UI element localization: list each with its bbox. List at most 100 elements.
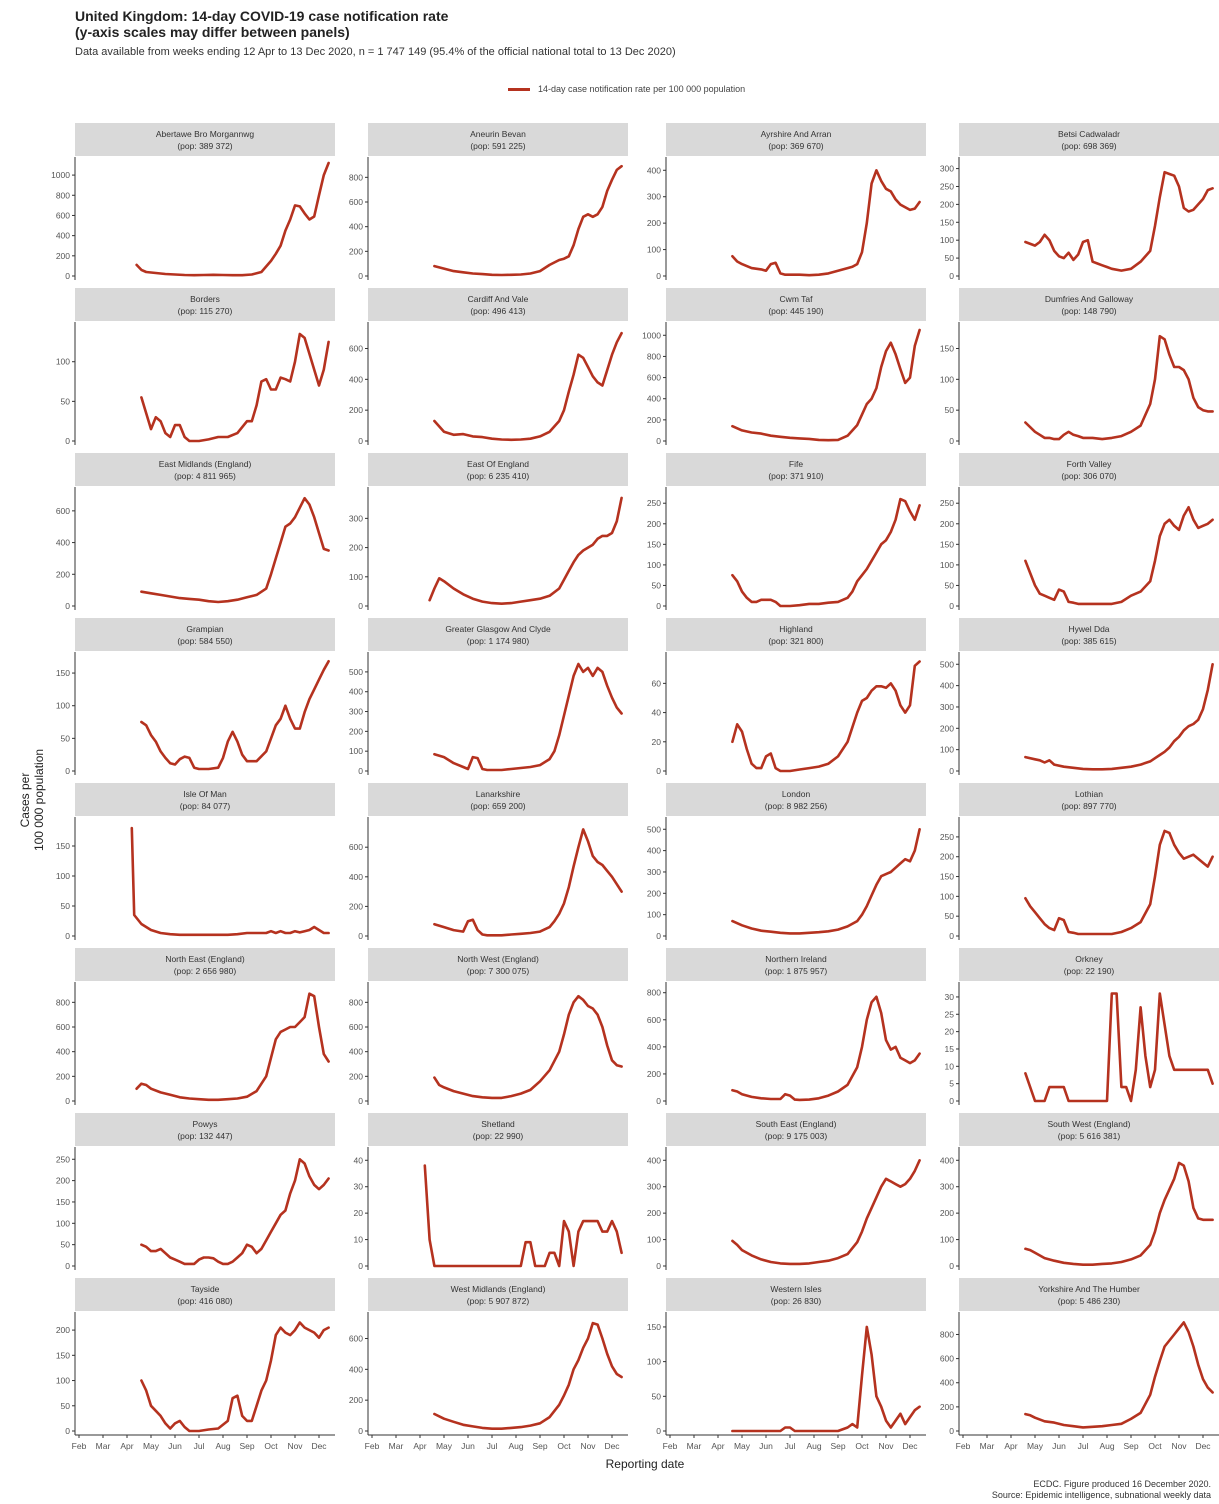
- caption-line2: Source: Epidemic intelligence, subnation…: [991, 1490, 1211, 1500]
- panel-18-strip-pop: (pop: 659 200): [470, 801, 525, 811]
- panel-25-y-tick-label-0: 0: [65, 1261, 70, 1271]
- panel-23-y-tick-label-2: 400: [647, 1042, 661, 1052]
- panel-30-strip-name: West Midlands (England): [451, 1284, 546, 1294]
- panel-32-x-tick-label-6: Aug: [1099, 1441, 1114, 1451]
- panel-7-y-tick-label-1: 200: [647, 415, 661, 425]
- panel-16-y-tick-label-2: 200: [940, 723, 954, 733]
- panel-22-series-line: [433, 994, 623, 1100]
- panel-22-y-tick-label-2: 400: [349, 1047, 363, 1057]
- panel-32-strip-name: Yorkshire And The Humber: [1038, 1284, 1140, 1294]
- panel-16-y-tick-label-5: 500: [940, 659, 954, 669]
- panel-14-strip-pop: (pop: 1 174 980): [467, 636, 530, 646]
- panel-23-y-tick-label-1: 200: [647, 1069, 661, 1079]
- panel-19-y-tick-label-1: 100: [647, 910, 661, 920]
- panel-26-strip: [368, 1113, 628, 1146]
- panel-29-y-tick-label-1: 50: [61, 1401, 71, 1411]
- panel-16-y-tick-label-3: 300: [940, 702, 954, 712]
- panel-18-y-tick-label-0: 0: [358, 931, 363, 941]
- panel-3-strip-pop: (pop: 369 670): [768, 141, 823, 151]
- panel-19-strip-pop: (pop: 8 982 256): [765, 801, 828, 811]
- panel-31-x-tick-label-7: Sep: [830, 1441, 845, 1451]
- panel-21-y-tick-label-0: 0: [65, 1096, 70, 1106]
- panel-27-strip: [666, 1113, 926, 1146]
- panel-30-x-tick-label-6: Aug: [508, 1441, 523, 1451]
- panel-14-strip-name: Greater Glasgow And Clyde: [445, 624, 551, 634]
- panel-8-y-tick-label-2: 100: [940, 374, 954, 384]
- panel-2-y-tick-label-2: 400: [349, 222, 363, 232]
- panel-14-y-tick-label-5: 500: [349, 667, 363, 677]
- panel-30-x-tick-label-2: Apr: [413, 1441, 426, 1451]
- panel-7-y-tick-label-4: 800: [647, 351, 661, 361]
- panel-16-strip: [959, 618, 1219, 651]
- panel-30-strip: [368, 1278, 628, 1311]
- panel-26-y-tick-label-3: 30: [354, 1182, 364, 1192]
- panel-8-strip: [959, 288, 1219, 321]
- panel-28-strip-name: South West (England): [1048, 1119, 1131, 1129]
- panel-25-strip-pop: (pop: 132 447): [177, 1131, 232, 1141]
- panel-27-strip-name: South East (England): [756, 1119, 837, 1129]
- panel-6-strip-pop: (pop: 496 413): [470, 306, 525, 316]
- panel-16-y-tick-label-1: 100: [940, 745, 954, 755]
- panel-13-y-tick-label-3: 150: [56, 668, 70, 678]
- caption-line1: ECDC. Figure produced 16 December 2020.: [1033, 1479, 1211, 1489]
- panel-4-y-tick-label-6: 300: [940, 164, 954, 174]
- panel-3-y-tick-label-2: 200: [647, 218, 661, 228]
- panel-28-y-tick-label-4: 400: [940, 1155, 954, 1165]
- panel-3-y-tick-label-3: 300: [647, 192, 661, 202]
- panel-12-y-tick-label-4: 200: [940, 519, 954, 529]
- panel-2-y-tick-label-0: 0: [358, 271, 363, 281]
- panel-28-y-tick-label-2: 200: [940, 1208, 954, 1218]
- panel-4-strip-name: Betsi Cadwaladr: [1058, 129, 1120, 139]
- panel-25-y-tick-label-3: 150: [56, 1197, 70, 1207]
- panel-7-y-tick-label-3: 600: [647, 373, 661, 383]
- panel-1-y-tick-label-4: 800: [56, 190, 70, 200]
- panel-10-strip-pop: (pop: 6 235 410): [467, 471, 530, 481]
- panel-27-y-tick-label-0: 0: [656, 1261, 661, 1271]
- panel-29-y-tick-label-2: 100: [56, 1376, 70, 1386]
- panel-22-strip-pop: (pop: 7 300 075): [467, 966, 530, 976]
- x-axis-label: Reporting date: [605, 1457, 685, 1471]
- panel-31-x-tick-label-10: Dec: [902, 1441, 918, 1451]
- panel-30-strip-pop: (pop: 5 907 872): [467, 1296, 530, 1306]
- panel-6-y-tick-label-2: 400: [349, 374, 363, 384]
- panel-17-y-tick-label-2: 100: [56, 871, 70, 881]
- panel-29-x-tick-label-9: Nov: [287, 1441, 303, 1451]
- panel-15-strip: [666, 618, 926, 651]
- panel-26-series-line: [423, 1164, 623, 1268]
- panel-30-y-tick-label-2: 400: [349, 1364, 363, 1374]
- panel-25-y-tick-label-1: 50: [61, 1240, 71, 1250]
- panel-31-strip-name: Western Isles: [770, 1284, 821, 1294]
- panel-21-y-tick-label-4: 800: [56, 997, 70, 1007]
- panel-21-y-tick-label-2: 400: [56, 1047, 70, 1057]
- panel-32-x-tick-label-1: Mar: [980, 1441, 995, 1451]
- panel-10-strip-name: East Of England: [467, 459, 529, 469]
- panel-9-strip-name: East Midlands (England): [159, 459, 252, 469]
- panel-24-y-tick-label-5: 25: [945, 1009, 955, 1019]
- panel-24-y-tick-label-2: 10: [945, 1061, 955, 1071]
- panel-29-x-tick-label-10: Dec: [311, 1441, 327, 1451]
- panel-30-x-tick-label-9: Nov: [580, 1441, 596, 1451]
- panel-24-y-tick-label-1: 5: [949, 1079, 954, 1089]
- panel-16-series-line: [1024, 662, 1214, 771]
- panel-18-y-tick-label-3: 600: [349, 842, 363, 852]
- panel-23-y-tick-label-0: 0: [656, 1096, 661, 1106]
- panel-11-strip-pop: (pop: 371 910): [768, 471, 823, 481]
- panel-4-y-tick-label-3: 150: [940, 217, 954, 227]
- panel-14-y-tick-label-3: 300: [349, 707, 363, 717]
- panel-27-strip-pop: (pop: 9 175 003): [765, 1131, 828, 1141]
- panel-22-strip: [368, 948, 628, 981]
- panel-31-y-tick-label-3: 150: [647, 1322, 661, 1332]
- panel-8-y-tick-label-0: 0: [949, 436, 954, 446]
- panel-29-y-tick-label-0: 0: [65, 1426, 70, 1436]
- panel-20-y-tick-label-2: 100: [940, 891, 954, 901]
- panel-14-y-tick-label-2: 200: [349, 726, 363, 736]
- panel-21-y-tick-label-1: 200: [56, 1071, 70, 1081]
- panel-32-y-tick-label-0: 0: [949, 1426, 954, 1436]
- panel-1-series-line: [135, 161, 330, 277]
- panel-3-y-tick-label-1: 100: [647, 245, 661, 255]
- panel-22-y-tick-label-4: 800: [349, 997, 363, 1007]
- panel-30-x-tick-label-0: Feb: [365, 1441, 380, 1451]
- panel-22-y-tick-label-1: 200: [349, 1071, 363, 1081]
- panel-23-strip-pop: (pop: 1 875 957): [765, 966, 828, 976]
- panel-14-strip: [368, 618, 628, 651]
